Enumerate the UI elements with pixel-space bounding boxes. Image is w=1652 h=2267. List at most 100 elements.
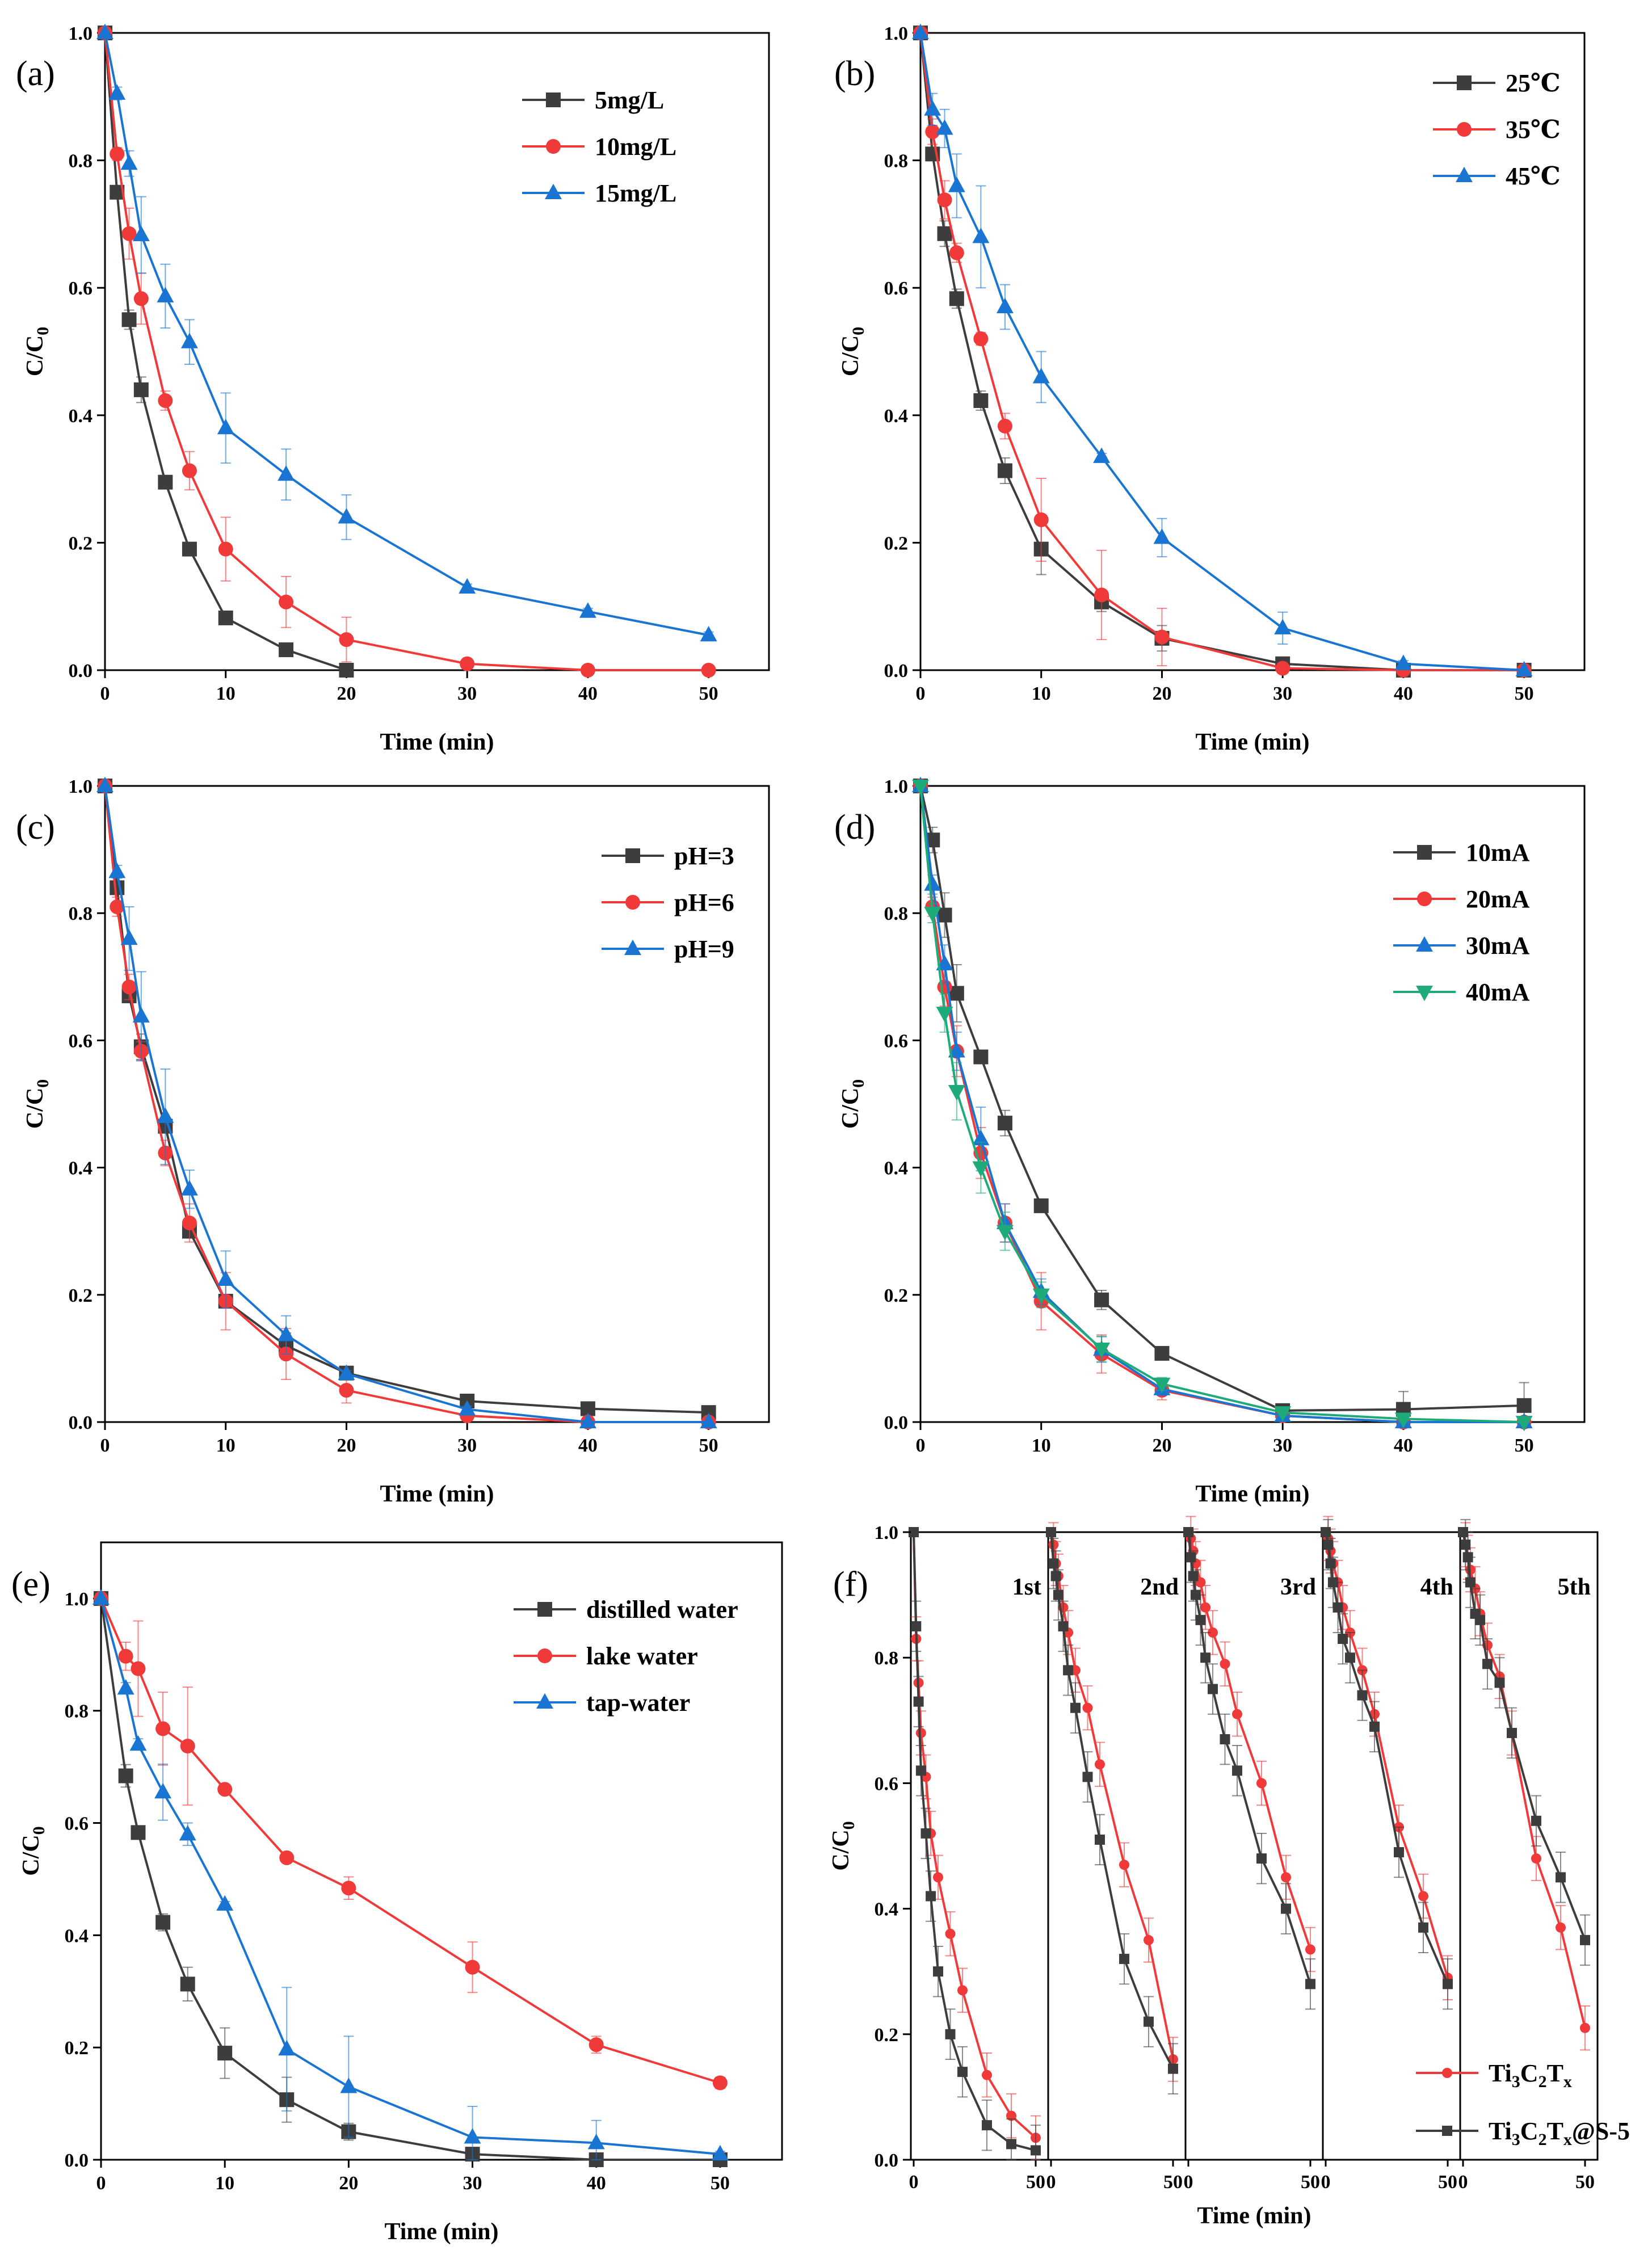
data-point-ti3c2tx-s-5-cycle-2 [1058,1621,1069,1631]
x-tick-label: 50 [1026,2172,1045,2193]
legend-label-part: x [1563,2130,1572,2149]
data-point-40ma [1394,1412,1412,1428]
data-point-ph-3 [110,880,125,895]
legend-marker-40ma [1416,985,1433,1002]
data-point-tap-water [117,1679,134,1695]
y-tick-label: 0.4 [884,1158,909,1179]
x-axis-label: Time (min) [384,2219,498,2245]
data-point-5mg-l [339,663,354,678]
data-point-15mg-l [96,23,114,40]
data-point-30ma [924,875,941,891]
data-point-10ma [937,907,952,923]
x-tick-label: 0 [96,2173,106,2194]
legend-label-25: 25℃ [1506,69,1561,97]
legend-label-ph-6: pH=6 [674,889,734,916]
cycle-label-1st: 1st [1012,1574,1041,1600]
x-tick-label: 30 [463,2173,482,2194]
plot-frame [910,1531,1599,2161]
data-point-ph-9 [96,776,114,793]
data-point-ti3c2tx-cycle-5 [1556,1922,1566,1933]
legend-label-part: @S-5 [1572,2117,1630,2145]
data-point-25 [997,463,1012,478]
x-tick-label: 40 [578,683,598,704]
y-tick-label: 0.8 [69,151,93,172]
data-point-ph-6 [339,1382,354,1398]
data-point-distilled-water [155,1915,171,1930]
x-tick-label: 20 [1152,1435,1171,1456]
series-line-tap-water [100,1598,721,2156]
y-axis-label-subscript: 0 [849,327,868,335]
data-point-ti3c2tx-cycle-1 [915,1727,926,1738]
y-tick-label: 0.6 [884,278,909,299]
data-point-tap-water [464,2128,481,2144]
data-point-ti3c2tx-cycle-3 [1256,1778,1267,1789]
data-point-lake-water [279,1850,295,1865]
data-point-10mg-l [110,146,125,162]
data-point-15mg-l [217,419,234,435]
x-tick-label: 50 [1515,683,1534,704]
legend-marker-lake-water [537,1648,552,1663]
data-point-ti3c2tx-cycle-5 [1531,1853,1541,1864]
data-point-ti3c2tx-s-5-cycle-3 [1186,1552,1196,1563]
data-point-ti3c2tx-s-5-cycle-1 [1031,2145,1041,2156]
data-point-ti3c2tx-cycle-1 [982,2070,992,2080]
data-point-lake-water [118,1648,133,1664]
legend-label-ph-3: pH=3 [674,842,734,870]
y-tick-label: 0.0 [69,661,93,682]
series-lake-water [94,1591,728,2091]
data-point-40ma [924,907,941,923]
legend-marker-10mg-l [546,139,561,154]
data-point-25 [937,226,952,241]
series-line-lake-water [100,1598,721,2084]
x-tick-label: 50 [699,683,718,704]
legend-label-ti3c2tx-s-5: Ti3C2Tx@S-5 [1489,2117,1630,2149]
series-line-distilled-water [100,1598,720,2161]
data-point-ti3c2tx-s-5-cycle-2 [1119,1954,1129,1965]
y-tick-label: 0.8 [65,1701,89,1722]
legend-label-part: T [1547,2117,1563,2145]
data-point-distilled-water [217,2046,233,2061]
plot-frame [104,785,770,1423]
x-tick-label: 50 [1438,2172,1457,2193]
x-tick-label: 50 [1575,2172,1595,2193]
chart-panel-d: 0 10 20 30 40 50 0.0 0.2 0.4 0.6 0.8 1.0 C/C0 Time (m… [834,776,1586,1507]
data-point-tap-water [340,2077,358,2093]
data-point-40ma [1274,1406,1292,1422]
data-point-45 [912,23,929,40]
data-point-lake-water [712,2075,728,2091]
x-tick-label: 10 [1032,1435,1051,1456]
data-point-45 [948,176,965,192]
legend-label-part: 2 [1538,2130,1547,2149]
data-point-ti3c2tx-s-5-cycle-1 [933,1966,943,1977]
series-ti3c2tx-s-5-cycle-4 [1321,1519,1453,2010]
panel-label: (b) [834,54,875,93]
y-axis-label: C/C0 [838,1079,868,1129]
data-point-lake-water [155,1721,171,1736]
x-tick-label: 0 [1458,2172,1468,2193]
data-point-5mg-l [218,610,233,625]
data-point-ti3c2tx-s-5-cycle-5 [1482,1659,1493,1669]
data-point-15mg-l [108,84,126,100]
data-point-ti3c2tx-s-5-cycle-5 [1475,1614,1486,1625]
data-point-ti3c2tx-s-5-cycle-4 [1369,1721,1380,1732]
legend-marker-distilled-water [537,1602,552,1617]
y-tick-label: 0.2 [884,533,909,554]
series-line-30ma [919,785,1524,1423]
data-point-5mg-l [133,382,149,397]
legend-label-35: 35℃ [1506,116,1561,144]
panel-label: (f) [833,1565,868,1604]
x-tick-label: 0 [916,1435,926,1456]
data-point-40ma [1032,1288,1050,1305]
data-point-ti3c2tx-s-5-cycle-4 [1321,1527,1331,1537]
data-point-distilled-water [180,1976,195,1992]
series-15mg-l [96,23,717,642]
data-point-tap-water [587,2134,605,2150]
data-point-ti3c2tx-s-5-cycle-1 [915,1765,926,1776]
legend-label-40ma: 40mA [1466,978,1530,1006]
plot-frame [919,785,1586,1423]
x-tick-label: 10 [216,683,236,704]
data-point-5mg-l [158,474,173,490]
legend-label-distilled-water: distilled water [586,1596,738,1624]
legend-label-part: Ti [1489,2117,1512,2145]
y-axis-label-subscript: 0 [33,1079,52,1088]
